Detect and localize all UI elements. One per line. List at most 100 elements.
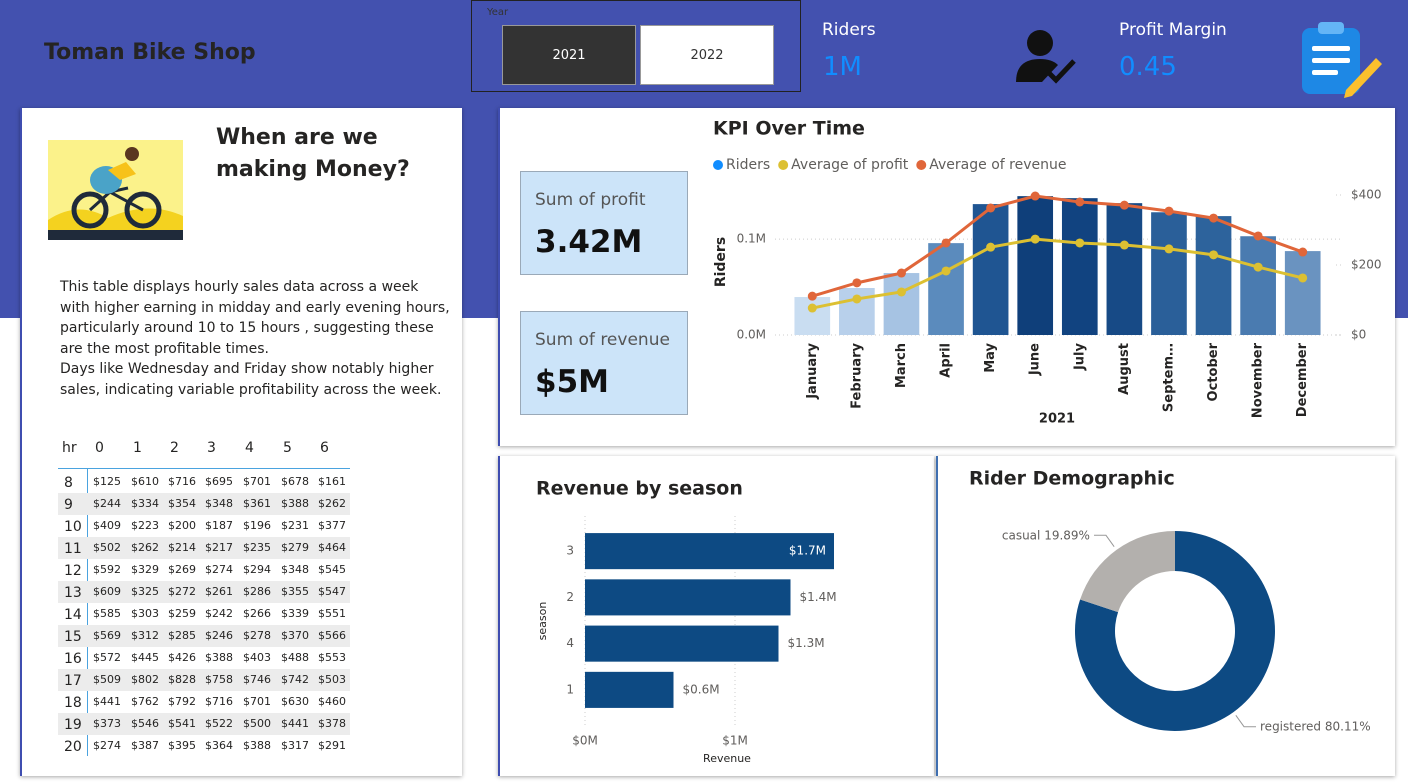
- y-tick-label: 4: [566, 636, 574, 650]
- data-label: registered 80.11%: [1260, 719, 1371, 733]
- table-cell: $701: [243, 475, 271, 488]
- y2-tick-label: $200: [1351, 258, 1382, 272]
- table-cell: $242: [205, 607, 233, 620]
- kpi-label: Profit Margin: [1119, 20, 1227, 40]
- table-cell: 17: [64, 673, 82, 689]
- bar: [1240, 236, 1276, 335]
- line-marker: [1075, 238, 1085, 248]
- table-cell: $291: [318, 739, 346, 752]
- chart-title: KPI Over Time: [713, 118, 865, 140]
- bar: [1017, 196, 1054, 335]
- line-marker: [896, 268, 906, 278]
- x-tick-label: June: [1028, 343, 1043, 376]
- table-cell: $364: [205, 739, 233, 752]
- table-cell: $334: [131, 497, 159, 510]
- table-cell: $802: [131, 673, 159, 686]
- bar: [1195, 216, 1232, 335]
- x-tick-label: May: [983, 342, 998, 372]
- table-cell: $339: [281, 607, 309, 620]
- header-rule: [58, 468, 350, 469]
- slicer-option[interactable]: 2022: [640, 25, 774, 85]
- table-header: 4: [245, 440, 254, 456]
- profit-card: Sum of profit 3.42M: [520, 171, 688, 275]
- table-cell: $388: [205, 651, 233, 664]
- table-cell: $348: [281, 563, 309, 576]
- y2-tick-label: $400: [1351, 188, 1382, 202]
- kpi-label: Riders: [822, 20, 876, 40]
- table-header: 5: [283, 440, 292, 456]
- table-cell: 18: [64, 695, 82, 711]
- line-marker: [1253, 262, 1263, 272]
- x-axis-title: 2021: [1039, 412, 1075, 427]
- bar: [1106, 203, 1143, 335]
- legend-label: Average of revenue: [929, 157, 1066, 173]
- table-cell: 13: [64, 585, 82, 601]
- table-cell: $388: [243, 739, 271, 752]
- bar: [972, 204, 1009, 335]
- table-cell: $503: [318, 673, 346, 686]
- table-cell: $441: [281, 717, 309, 730]
- line-marker: [1119, 240, 1129, 250]
- row-shade: [58, 713, 350, 735]
- table-cell: $214: [168, 541, 196, 554]
- line-marker: [1209, 250, 1219, 260]
- data-label: $1.7M: [789, 544, 826, 558]
- table-header: 3: [207, 440, 216, 456]
- y-axis-title: Riders: [713, 237, 729, 287]
- x-tick-label: August: [1117, 343, 1132, 395]
- table-cell: $286: [243, 585, 271, 598]
- table-header: 2: [170, 440, 179, 456]
- label-part: registered: [1260, 719, 1321, 733]
- line-marker: [986, 203, 996, 213]
- table-header: hr: [62, 440, 77, 456]
- legend-marker: [916, 160, 927, 170]
- line-marker: [1030, 191, 1040, 201]
- table-cell: $317: [281, 739, 309, 752]
- table-cell: $373: [93, 717, 121, 730]
- line-marker: [807, 303, 817, 313]
- label-part: 19.89%: [1044, 528, 1090, 542]
- table-cell: $274: [205, 563, 233, 576]
- line-marker: [986, 242, 996, 252]
- intro-heading: When are we making Money?: [216, 125, 410, 182]
- x-tick-label: March: [894, 343, 909, 388]
- table-cell: $572: [93, 651, 121, 664]
- x-tick-label: $0M: [572, 734, 598, 748]
- table-cell: $547: [318, 585, 346, 598]
- bar: [928, 243, 964, 335]
- table-cell: $541: [168, 717, 196, 730]
- table-cell: $200: [168, 519, 196, 532]
- table-cell: $500: [243, 717, 271, 730]
- x-axis-title: Revenue: [703, 752, 751, 765]
- x-tick-label: April: [939, 343, 954, 378]
- intro-text: This table displays hourly sales data ac…: [60, 277, 452, 400]
- table-cell: 14: [64, 607, 82, 623]
- line-marker: [1164, 206, 1174, 216]
- table-cell: $329: [131, 563, 159, 576]
- row-shade: [58, 669, 350, 691]
- leader-line: [1235, 715, 1257, 728]
- legend-label: Average of profit: [791, 157, 909, 173]
- table-cell: $546: [131, 717, 159, 730]
- table-cell: $742: [281, 673, 309, 686]
- table-cell: $361: [243, 497, 271, 510]
- table-cell: 11: [64, 541, 82, 557]
- table-cell: $285: [168, 629, 196, 642]
- line: [811, 237, 1304, 310]
- bar: [1061, 198, 1098, 335]
- table-cell: $441: [93, 695, 121, 708]
- table-cell: $445: [131, 651, 159, 664]
- table-cell: $426: [168, 651, 196, 664]
- y2-tick-label: $0: [1351, 328, 1366, 342]
- y-tick-label: 2: [566, 590, 574, 604]
- line-marker: [896, 287, 906, 297]
- x-tick-label: Septem…: [1161, 343, 1176, 412]
- legend-label: Riders: [726, 157, 770, 173]
- line-marker: [852, 294, 862, 304]
- bar: [1151, 212, 1187, 335]
- cyclist-illustration: [48, 140, 183, 240]
- slicer-option[interactable]: 2021: [502, 25, 636, 85]
- table-cell: $259: [168, 607, 196, 620]
- x-tick-label: $1M: [722, 734, 748, 748]
